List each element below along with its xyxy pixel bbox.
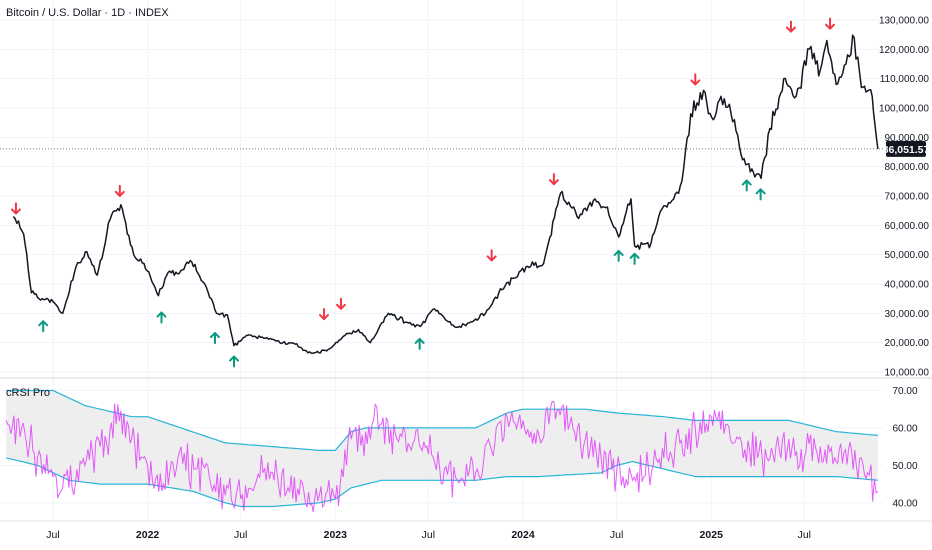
price-tick-label: 30,000.00 [885,309,930,320]
sell-arrow-icon [690,73,701,86]
buy-arrow-icon [613,249,624,262]
buy-arrow-icon [38,320,49,333]
indicator-tick-label: 50.00 [892,461,917,472]
sell-arrow-icon [785,20,796,33]
time-tick-label: Jul [46,529,59,541]
sell-arrow-icon [825,17,836,30]
buy-arrow-icon [228,355,239,368]
last-price-marker: 86,051.57 [0,140,930,157]
sell-arrow-icon [114,184,125,197]
indicator-axis[interactable]: 70.00 60.00 50.00 40.00 [892,386,917,509]
sell-arrow-icon [548,173,559,186]
time-tick-label: 2024 [511,529,535,541]
price-series [12,34,879,355]
time-tick-label: 2023 [324,529,348,541]
last-price-label: 86,051.57 [883,144,930,156]
time-tick-label: Jul [422,529,435,541]
price-tick-label: 50,000.00 [885,250,930,261]
chart-title[interactable]: Bitcoin / U.S. Dollar · 1D · INDEX [6,7,169,19]
signal-markers [10,17,836,368]
last-price-tag [886,140,926,157]
time-tick-label: 2025 [700,529,724,541]
price-tick-label: 20,000.00 [885,338,930,349]
crsi-band-fill [6,390,878,507]
sell-arrow-icon [335,297,346,310]
time-tick-label: Jul [610,529,623,541]
indicator-tick-label: 70.00 [892,386,917,397]
sell-arrow-icon [486,249,497,262]
crsi-line [5,400,879,512]
buy-arrow-icon [741,179,752,192]
crsi-series [5,389,879,512]
buy-arrow-icon [209,332,220,345]
buy-arrow-icon [414,337,425,350]
upper-band-line [6,389,878,451]
price-tick-label: 80,000.00 [885,162,930,173]
price-tick-label: 40,000.00 [885,280,930,291]
sell-arrow-icon [10,202,21,215]
band-fill-area [6,390,878,507]
price-axis[interactable]: 130,000.00 120,000.00 110,000.00 100,000.00… [879,16,929,379]
price-tick-label: 90,000.00 [885,133,930,144]
price-tick-label: 10,000.00 [885,368,930,379]
buy-arrow-icon [629,252,640,265]
indicator-title[interactable]: cRSI Pro [6,387,50,399]
price-tick-label: 70,000.00 [885,192,930,203]
time-axis[interactable]: Jul 2022 Jul 2023 Jul 2024 Jul 2025 Jul [46,529,811,541]
price-tick-label: 100,000.00 [879,104,929,115]
time-tick-label: 2022 [136,529,160,541]
time-tick-label: Jul [798,529,811,541]
indicator-tick-label: 60.00 [892,423,917,434]
sell-arrow-icon [318,308,329,321]
buy-arrow-icon [156,311,167,324]
indicator-tick-label: 40.00 [892,498,917,509]
price-tick-label: 110,000.00 [880,74,930,85]
buy-arrow-icon [755,188,766,201]
price-tick-label: 60,000.00 [885,221,930,232]
lower-band-line [6,457,878,508]
price-tick-label: 130,000.00 [879,16,929,27]
price-tick-label: 120,000.00 [879,45,929,56]
price-line [12,34,879,355]
time-tick-label: Jul [234,529,247,541]
